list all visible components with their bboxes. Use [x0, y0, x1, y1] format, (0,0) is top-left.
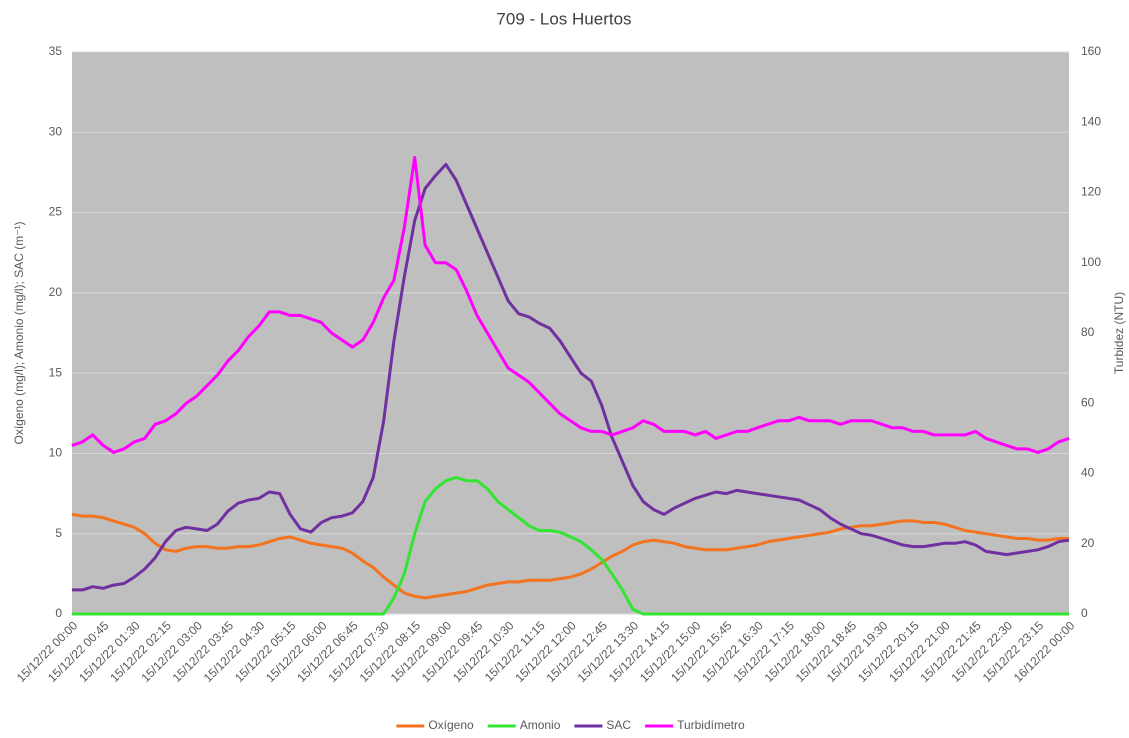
plot-area	[72, 52, 1069, 614]
legend-label: Amonio	[520, 718, 561, 732]
y2-tick-label: 20	[1081, 536, 1095, 550]
series-line	[71, 512, 1069, 600]
series-line	[72, 476, 1069, 616]
series-line	[72, 162, 1070, 592]
y-tick-label: 0	[55, 606, 62, 620]
y2-tick-label: 120	[1081, 185, 1101, 199]
legend-label: Turbidímetro	[677, 718, 745, 732]
y-tick-label: 15	[49, 365, 63, 379]
y2-tick-label: 0	[1081, 606, 1088, 620]
y-tick-label: 35	[49, 44, 63, 58]
legend-label: Oxígeno	[428, 718, 474, 732]
y2-tick-label: 100	[1081, 255, 1101, 269]
legend-label: SAC	[606, 718, 631, 732]
y2-tick-label: 40	[1081, 466, 1095, 480]
y-tick-label: 25	[49, 205, 63, 219]
y-tick-label: 10	[49, 446, 63, 460]
y2-tick-label: 160	[1081, 44, 1101, 58]
y2-tick-label: 60	[1081, 395, 1095, 409]
series-line	[71, 155, 1070, 454]
y-tick-label: 5	[55, 526, 62, 540]
y2-tick-label: 140	[1081, 114, 1101, 128]
y2-axis-title: Turbidez (NTU)	[1112, 292, 1126, 374]
y-axis-title: Oxígeno (mg/l); Amonio (mg/l); SAC (m⁻¹)	[12, 221, 26, 444]
y2-tick-label: 80	[1081, 325, 1095, 339]
y-tick-label: 30	[49, 124, 63, 138]
chart-title: 709 - Los Huertos	[496, 9, 631, 28]
y-tick-label: 20	[49, 285, 63, 299]
